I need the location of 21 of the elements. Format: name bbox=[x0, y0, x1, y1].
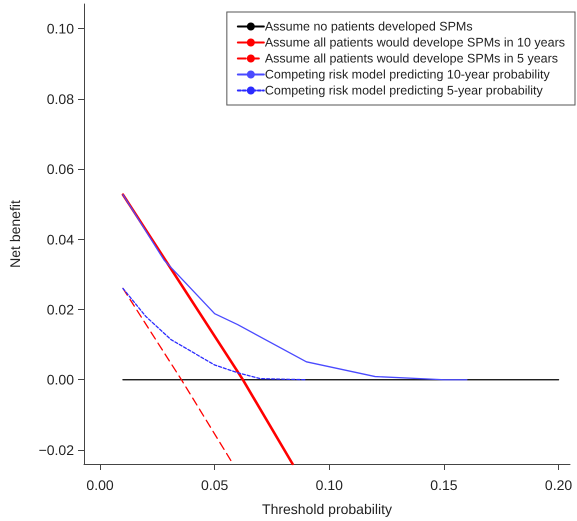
y-tick-label: 0.06 bbox=[46, 161, 74, 178]
x-tick-label: 0.10 bbox=[316, 477, 344, 493]
y-tick-label: 0.00 bbox=[46, 372, 74, 388]
y-axis-title: Net benefit bbox=[7, 200, 23, 268]
y-tick-label: 0.08 bbox=[46, 90, 74, 107]
y-tick-label: 0.10 bbox=[46, 20, 74, 37]
legend-label: Assume all patients would develope SPMs in 5 years bbox=[264, 52, 558, 66]
legend-label: Assume no patients developed SPMs bbox=[264, 20, 473, 34]
y-tick-label: 0.02 bbox=[46, 301, 74, 318]
x-tick-label: 0.20 bbox=[544, 477, 572, 493]
x-tick-label: 0.00 bbox=[86, 477, 114, 493]
legend-label: Assume all patients would develope SPMs in 10 years bbox=[264, 36, 566, 50]
x-tick-label: 0.05 bbox=[201, 477, 229, 493]
x-axis-title: Threshold probability bbox=[262, 501, 392, 517]
legend-label: Competing risk model predicting 10-year probability bbox=[264, 68, 550, 82]
line-series bbox=[122, 288, 308, 380]
legend-label: Competing risk model predicting 5-year probability bbox=[264, 84, 544, 98]
y-tick-label: 0.04 bbox=[46, 231, 74, 248]
x-tick-label: 0.15 bbox=[430, 477, 458, 493]
line-series bbox=[122, 194, 468, 380]
y-tick-label: −0.02 bbox=[38, 442, 74, 458]
